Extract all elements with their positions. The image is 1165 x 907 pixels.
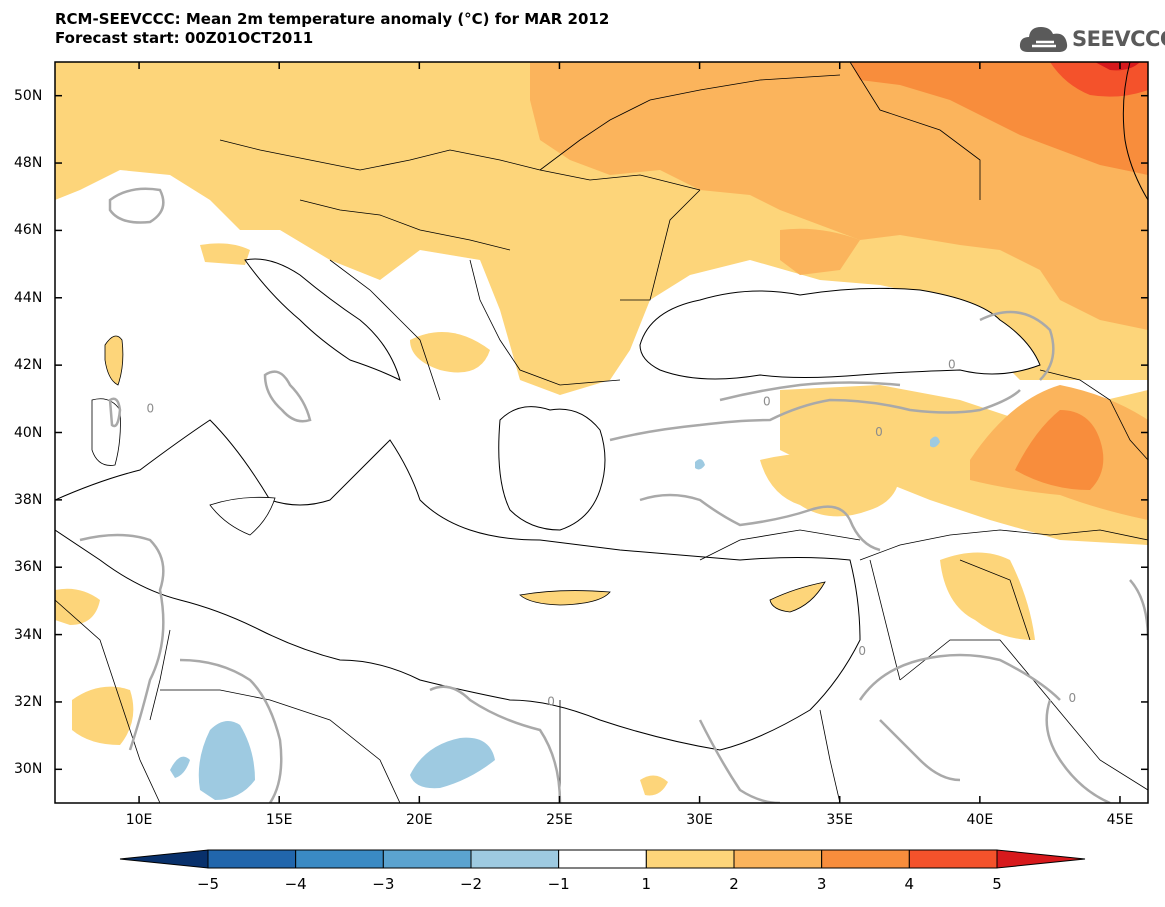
lat-label: 38N (14, 491, 43, 508)
contour-label: 0 (763, 395, 771, 409)
black-sea (639, 287, 1041, 380)
colorbar-overflow (996, 849, 1086, 869)
colorbar-level-label: 1 (641, 875, 652, 893)
anomaly-4-5-fill (1050, 62, 1148, 97)
colorbar-level-label: −2 (459, 875, 483, 893)
lon-label: 25E (546, 812, 573, 828)
lon-label: 10E (125, 812, 153, 828)
map-title: RCM-SEEVCCC: Mean 2m temperature anomaly… (55, 10, 610, 28)
lon-label: 30E (686, 812, 713, 828)
contour-label: 0 (948, 358, 956, 372)
mediterranean-sea (55, 419, 861, 751)
cloud-icon (1019, 27, 1068, 52)
cyprus (769, 581, 826, 613)
colorbar-level-label: 3 (816, 875, 827, 893)
contour-label: 0 (1069, 691, 1077, 705)
lat-label: 48N (14, 155, 43, 172)
crete (519, 590, 611, 606)
caspian-edge (1122, 62, 1148, 201)
colorbar-swatch (207, 849, 297, 869)
lon-label: 20E (405, 812, 433, 828)
colorbar-level-label: −1 (547, 875, 570, 893)
lat-label: 40N (14, 424, 43, 441)
adriatic-sea (244, 258, 401, 381)
lon-label: 45E (1106, 812, 1134, 828)
lon-label: 40E (966, 812, 994, 828)
colorbar-swatch (382, 849, 472, 869)
lat-label: 32N (14, 693, 43, 710)
contour-label: 0 (858, 644, 866, 658)
colorbar-level-label: −4 (284, 875, 307, 893)
colorbar-swatch (733, 849, 823, 869)
colorbar-level-label: 4 (904, 875, 915, 893)
contour-label: 0 (547, 694, 555, 708)
colorbar-swatch (645, 849, 735, 869)
contour-labels: 0 0 0 0 0 0 0 (146, 358, 1076, 709)
lat-label: 30N (14, 761, 43, 778)
lon-label: 35E (826, 812, 854, 828)
lat-label: 50N (14, 87, 43, 104)
islands (91, 335, 826, 613)
colorbar-swatch (470, 849, 560, 869)
zero-contours (79, 187, 1148, 803)
colorbar-level-label: 2 (729, 875, 739, 893)
corsica (104, 335, 124, 386)
sicily (209, 496, 276, 536)
contour-label: 0 (875, 425, 883, 439)
axis-ticks (55, 62, 1148, 803)
lat-label: 42N (14, 357, 43, 374)
colorbar-underflow (119, 849, 209, 869)
colorbar-swatch (821, 849, 910, 869)
lat-label: 34N (14, 626, 43, 643)
logo-text: SEEVCCC (1072, 27, 1165, 51)
anomaly-minus-1-2-fill (170, 436, 940, 800)
colorbar-level-label: −3 (372, 875, 395, 893)
sardinia (91, 398, 121, 466)
lon-label: 15E (265, 812, 293, 828)
colorbar-swatch (295, 849, 384, 869)
lat-label: 46N (14, 222, 43, 239)
colorbar-level-label: −5 (196, 875, 220, 893)
aegean-sea (498, 406, 606, 531)
anomaly-3-4-fill (850, 62, 1148, 490)
colorbar-swatch (908, 849, 998, 869)
country-borders (55, 62, 1148, 803)
colorbar (119, 849, 1086, 869)
colorbar-level-label: 5 (992, 875, 1002, 893)
forecast-start: Forecast start: 00Z01OCT2011 (55, 29, 314, 47)
colorbar-swatch (558, 849, 647, 869)
lat-label: 44N (14, 289, 43, 306)
contour-label: 0 (146, 401, 154, 415)
seevccc-logo: SEEVCCC (1018, 22, 1165, 56)
lat-label: 36N (14, 559, 43, 576)
